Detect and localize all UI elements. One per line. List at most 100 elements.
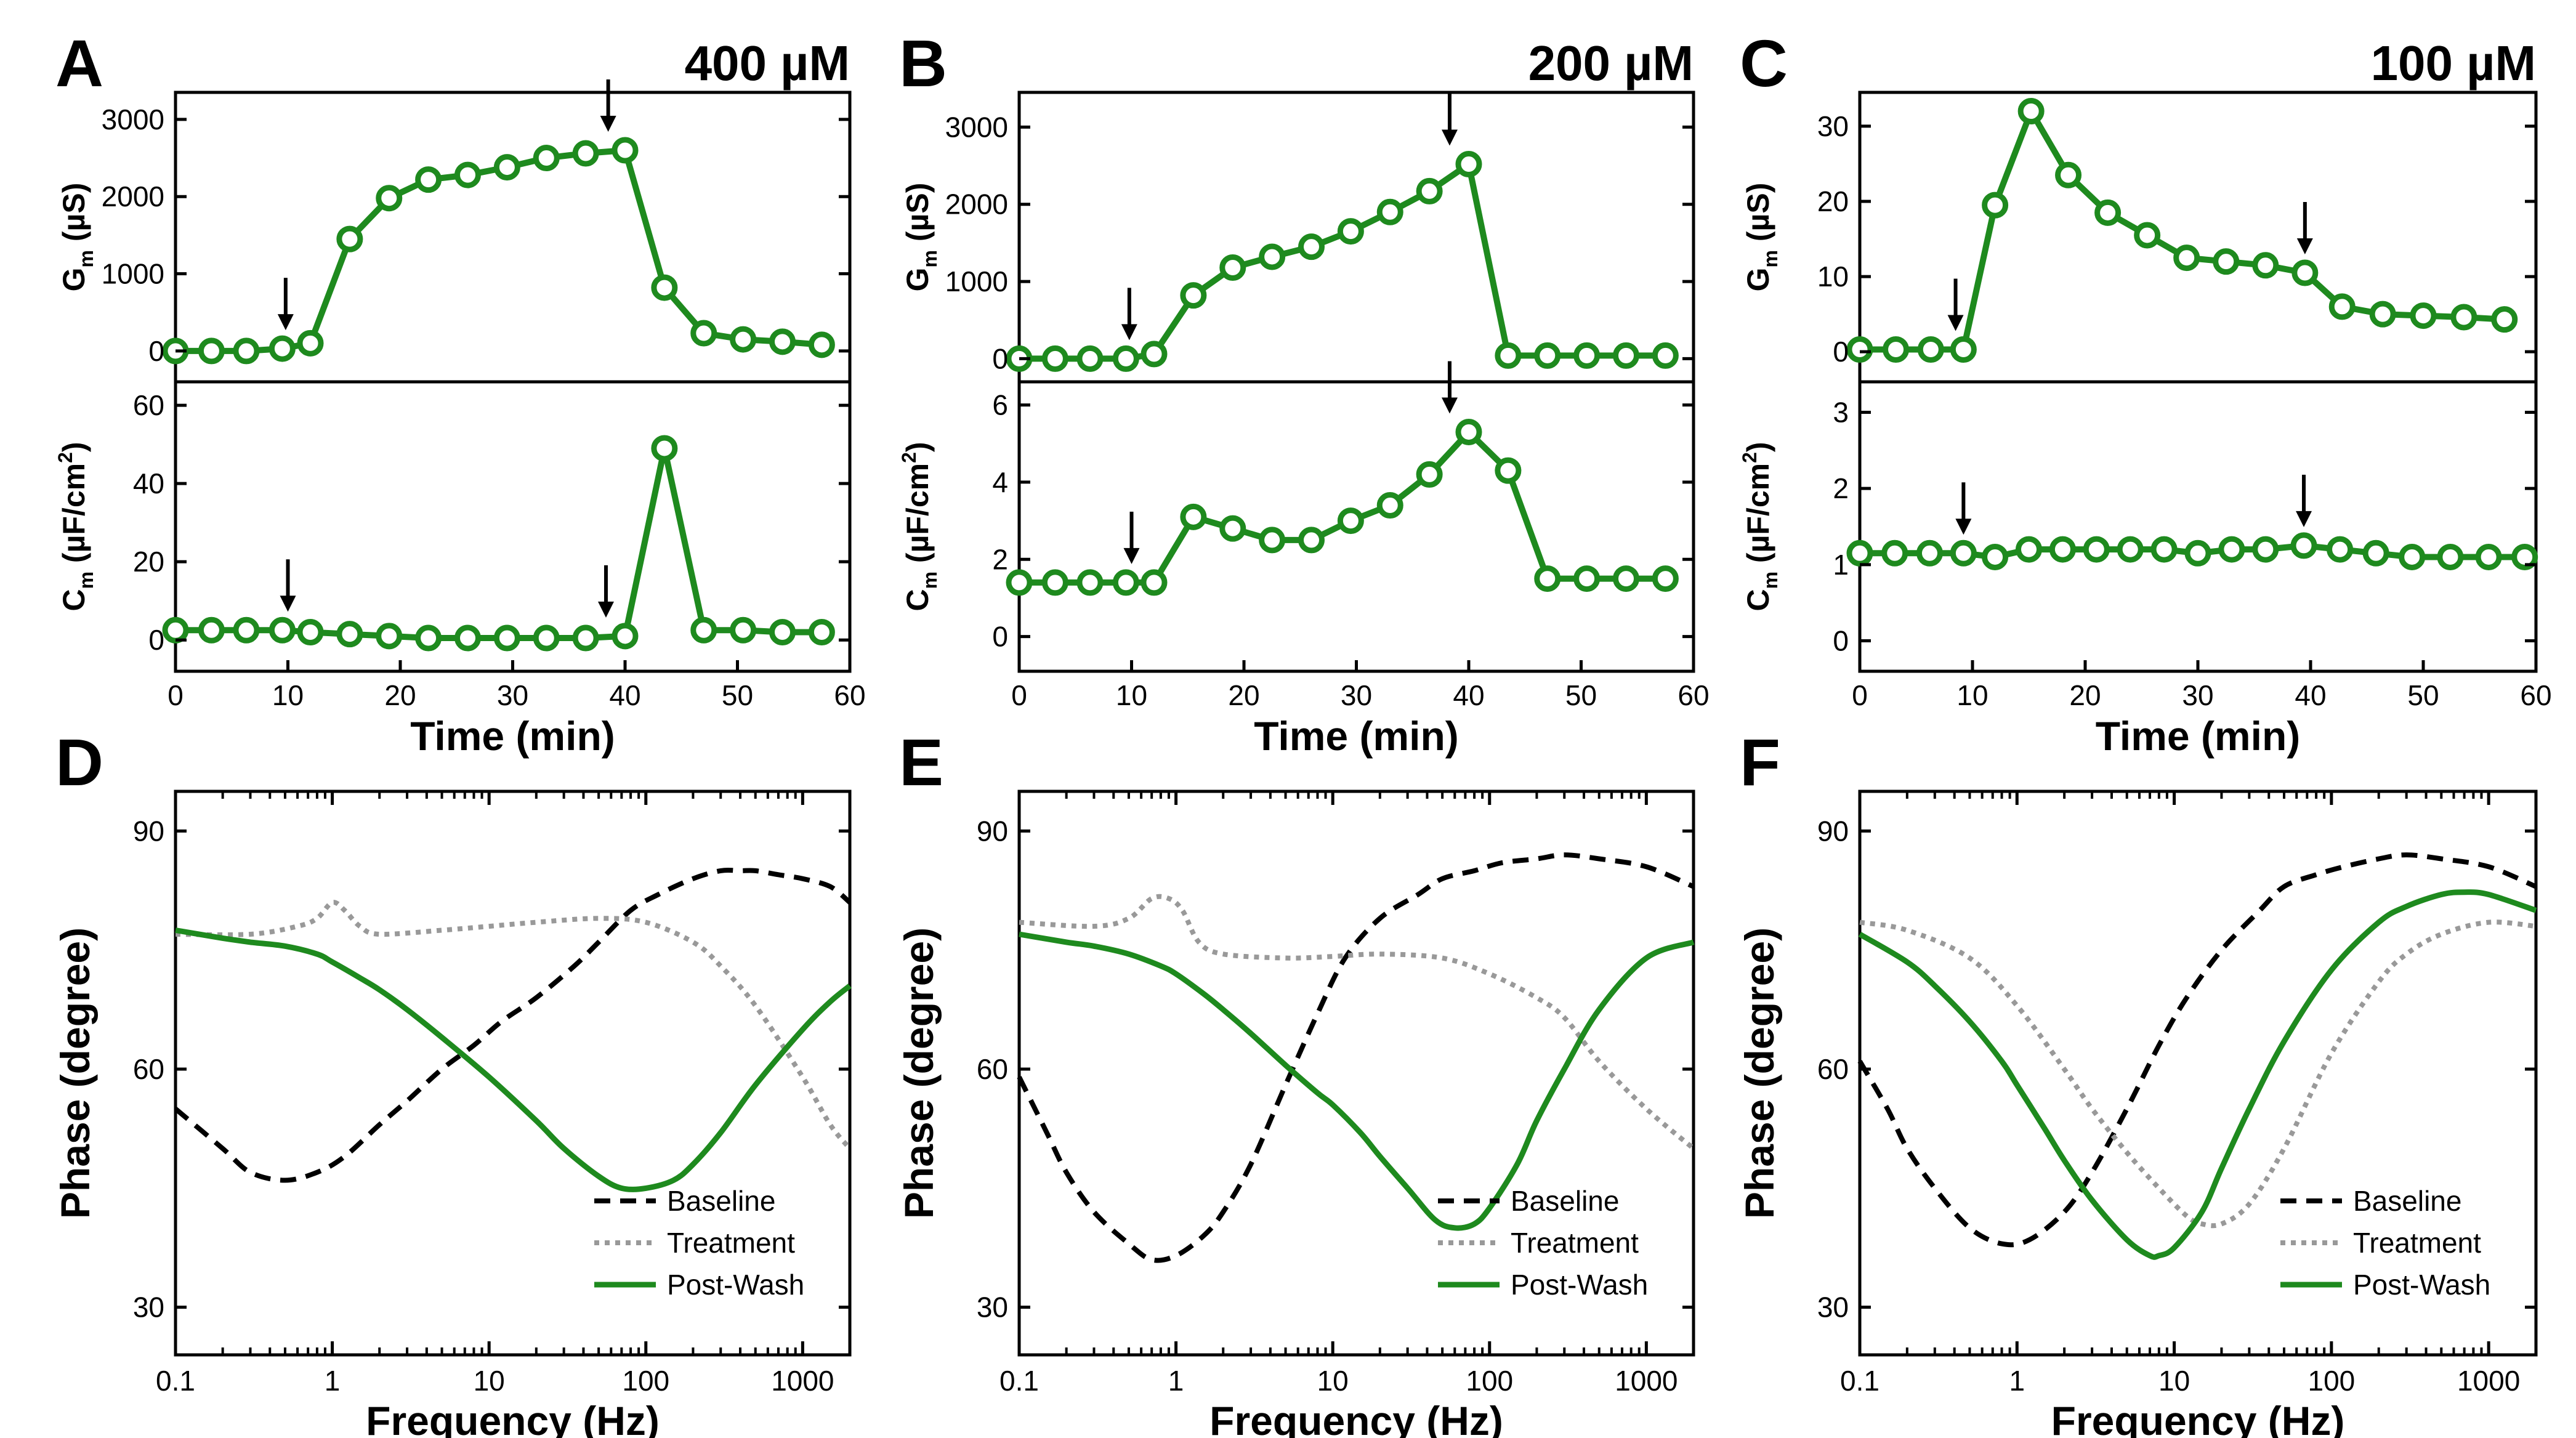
panel-f-ytick-label: 60: [1817, 1053, 1849, 1085]
panel-e-ylabel: Phase (degree): [896, 927, 942, 1219]
panel-a-gm-marker: [493, 154, 520, 181]
panel-b-cm-ytick-label: 0: [992, 621, 1008, 653]
panel-d-series-post-wash: [175, 927, 852, 1192]
panel-b-time-xtick-label: 60: [1678, 679, 1709, 711]
panel-c-cm-marker: [2184, 539, 2211, 567]
panel-f-xlabel: Frequency (Hz): [2051, 1398, 2345, 1438]
panel-a-cm-marker: [297, 618, 324, 645]
panel-b-gm-marker: [1455, 151, 1482, 178]
panel-b-gm-marker: [1376, 198, 1403, 225]
panel-c-cm-arrow-head: [1955, 519, 1972, 535]
panel-b-gm-marker: [1112, 345, 1139, 372]
panel-c-cm-ytick-label: 2: [1833, 472, 1849, 504]
panel-c-gm-marker: [1982, 192, 2009, 219]
panel-b-title: 200 µM: [1528, 36, 1694, 91]
panel-a-cm-marker: [533, 624, 560, 652]
panel-a-cm-arrow-head: [597, 601, 614, 618]
panel-c-cm-ytick-label: 1: [1833, 549, 1849, 581]
panel-a-cm-marker: [233, 616, 260, 644]
panel-b-gm-ytick-label: 0: [992, 342, 1008, 374]
panel-a-cm-arrow-head: [280, 596, 296, 612]
panel-b-gm-marker: [1141, 341, 1168, 368]
panel-c-cm-marker: [1982, 543, 2009, 570]
panel-a-gm-ytick-label: 3000: [102, 103, 164, 135]
panel-f-ytick-label: 30: [1817, 1291, 1849, 1323]
panel-d-ytick-label: 30: [133, 1291, 164, 1323]
panel-b-cm-ytick-label: 4: [992, 466, 1008, 498]
panel-b-cm-marker: [1613, 565, 1639, 592]
panel-a-gm-line: [176, 147, 822, 354]
panel-c-gm-marker: [2291, 259, 2319, 286]
panel-f-xtick-label: 100: [2307, 1365, 2355, 1397]
panel-b-gm-marker: [1298, 233, 1325, 261]
panel-a-cm-marker: [415, 624, 442, 652]
panel-b-cm-marker: [1259, 527, 1286, 554]
panel-c-cm-marker: [2290, 532, 2317, 559]
panel-f-ylabel: Phase (degree): [1737, 927, 1782, 1219]
panel-c-gm-arrow-head: [1947, 315, 1964, 331]
panel-c-cm-marker: [1881, 539, 1908, 567]
panel-e-series-baseline: [1017, 852, 1695, 1263]
panel-f-xtick-label: 0.1: [1840, 1365, 1880, 1397]
panel-f-legend-label: Treatment: [2353, 1227, 2481, 1259]
panel-c-cm-marker: [2252, 536, 2279, 563]
panel-b-cm-marker: [1141, 569, 1168, 596]
panel-a-cm-marker: [454, 624, 481, 652]
panel-e-legend-label: Post-Wash: [1511, 1269, 1648, 1301]
panel-d-xtick-label: 1000: [771, 1365, 834, 1397]
panel-b-gm-ytick-label: 1000: [945, 265, 1008, 297]
panel-d-ylabel: Phase (degree): [52, 927, 98, 1219]
panel-a-gm-marker: [198, 337, 225, 365]
panel-a-gm-ytick-label: 1000: [102, 258, 164, 290]
panel-b-cm-ytick-label: 6: [992, 389, 1008, 421]
panel-c-gm-marker: [2252, 252, 2279, 279]
panel-b-gm-marker: [1495, 342, 1522, 369]
panel-c-cm-marker: [1950, 539, 1977, 567]
panel-a-cm-marker: [493, 624, 520, 652]
panel-f-legend-label: Post-Wash: [2353, 1269, 2490, 1301]
panel-c-gm-ylabel: Gm (µS): [1741, 183, 1782, 292]
panel-c-gm-marker: [2055, 161, 2082, 188]
panel-c-cm-marker: [2399, 543, 2426, 570]
panel-c-time-xtick-label: 30: [2182, 679, 2213, 711]
panel-a-letter: A: [55, 26, 103, 100]
panel-b-cm-ylabel: Cm (µF/cm2): [898, 442, 941, 611]
panel-a-cm-marker: [730, 616, 757, 644]
panel-b-gm-marker: [1219, 254, 1246, 281]
panel-c-cm-marker: [2150, 536, 2178, 563]
panel-b-cm-marker: [1652, 565, 1679, 592]
panel-a-time-xlabel: Time (min): [410, 713, 615, 759]
panel-b-cm-ytick-label: 2: [992, 543, 1008, 575]
panel-b-gm-marker: [1416, 177, 1443, 204]
panel-b-gm-line: [1019, 161, 1666, 362]
panel-b-cm-marker: [1337, 507, 1364, 535]
panel-c-cm-ytick-label: 3: [1833, 396, 1849, 428]
panel-b-gm-ytick-label: 2000: [945, 188, 1008, 220]
panel-e-series-post-wash: [1019, 931, 1695, 1231]
panel-f-xtick-label: 10: [2158, 1365, 2190, 1397]
panel-c-time-xtick-label: 20: [2069, 679, 2101, 711]
panel-d-legend-label: Treatment: [667, 1227, 795, 1259]
panel-b-time-xtick-label: 10: [1116, 679, 1147, 711]
panel-f-letter: F: [1740, 725, 1780, 799]
panel-e-xlabel: Frequency (Hz): [1209, 1398, 1503, 1438]
panel-b-cm-marker: [1416, 461, 1443, 488]
panel-b-cm-marker: [1376, 492, 1403, 519]
panel-b-time-xtick-label: 0: [1011, 679, 1027, 711]
panel-b-gm-marker: [1180, 282, 1207, 309]
panel-f-series-baseline: [1857, 852, 2537, 1248]
panel-c-gm-marker: [1846, 336, 1873, 363]
panel-b-cm-arrow-head: [1123, 547, 1140, 564]
panel-f-series-treatment: [1859, 919, 2537, 1229]
panel-a-gm-marker: [612, 137, 639, 164]
panel-a-time-xtick-label: 30: [497, 679, 528, 711]
panel-a-gm-ytick-label: 2000: [102, 180, 164, 212]
panel-c-gm-marker: [1917, 336, 1944, 363]
panel-b-gm-marker: [1652, 342, 1679, 369]
panel-a-cm-ytick-label: 60: [133, 389, 164, 421]
panel-a-title: 400 µM: [685, 36, 850, 91]
panel-e-legend-label: Baseline: [1511, 1185, 1619, 1217]
panel-a-cm-ytick-label: 40: [133, 467, 164, 499]
panel-a-gm-arrow-head: [277, 314, 294, 331]
panel-b-gm-marker: [1041, 345, 1068, 372]
